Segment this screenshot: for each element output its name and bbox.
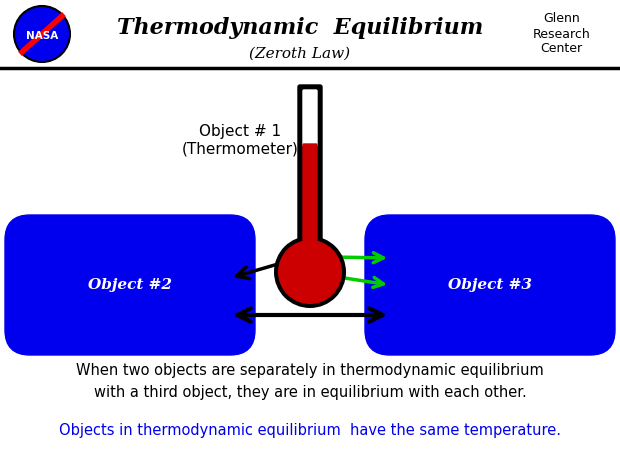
Bar xyxy=(0,0,620,68)
Text: Object #3: Object #3 xyxy=(448,278,532,292)
FancyBboxPatch shape xyxy=(298,85,322,248)
FancyBboxPatch shape xyxy=(365,215,615,355)
Circle shape xyxy=(274,236,346,308)
Circle shape xyxy=(14,6,70,62)
Circle shape xyxy=(278,240,342,304)
Text: Thermodynamic  Equilibrium: Thermodynamic Equilibrium xyxy=(117,17,483,39)
Text: NASA: NASA xyxy=(26,31,58,41)
FancyBboxPatch shape xyxy=(303,90,317,146)
FancyBboxPatch shape xyxy=(303,144,317,246)
Text: When two objects are separately in thermodynamic equilibrium: When two objects are separately in therm… xyxy=(76,363,544,378)
Text: (Zeroth Law): (Zeroth Law) xyxy=(249,47,350,61)
Text: Object #2: Object #2 xyxy=(88,278,172,292)
Text: with a third object, they are in equilibrium with each other.: with a third object, they are in equilib… xyxy=(94,385,526,399)
Text: Glenn
Research
Center: Glenn Research Center xyxy=(532,13,590,55)
Text: Objects in thermodynamic equilibrium  have the same temperature.: Objects in thermodynamic equilibrium hav… xyxy=(59,423,561,438)
Text: Object # 1
(Thermometer): Object # 1 (Thermometer) xyxy=(182,124,298,156)
FancyBboxPatch shape xyxy=(5,215,255,355)
